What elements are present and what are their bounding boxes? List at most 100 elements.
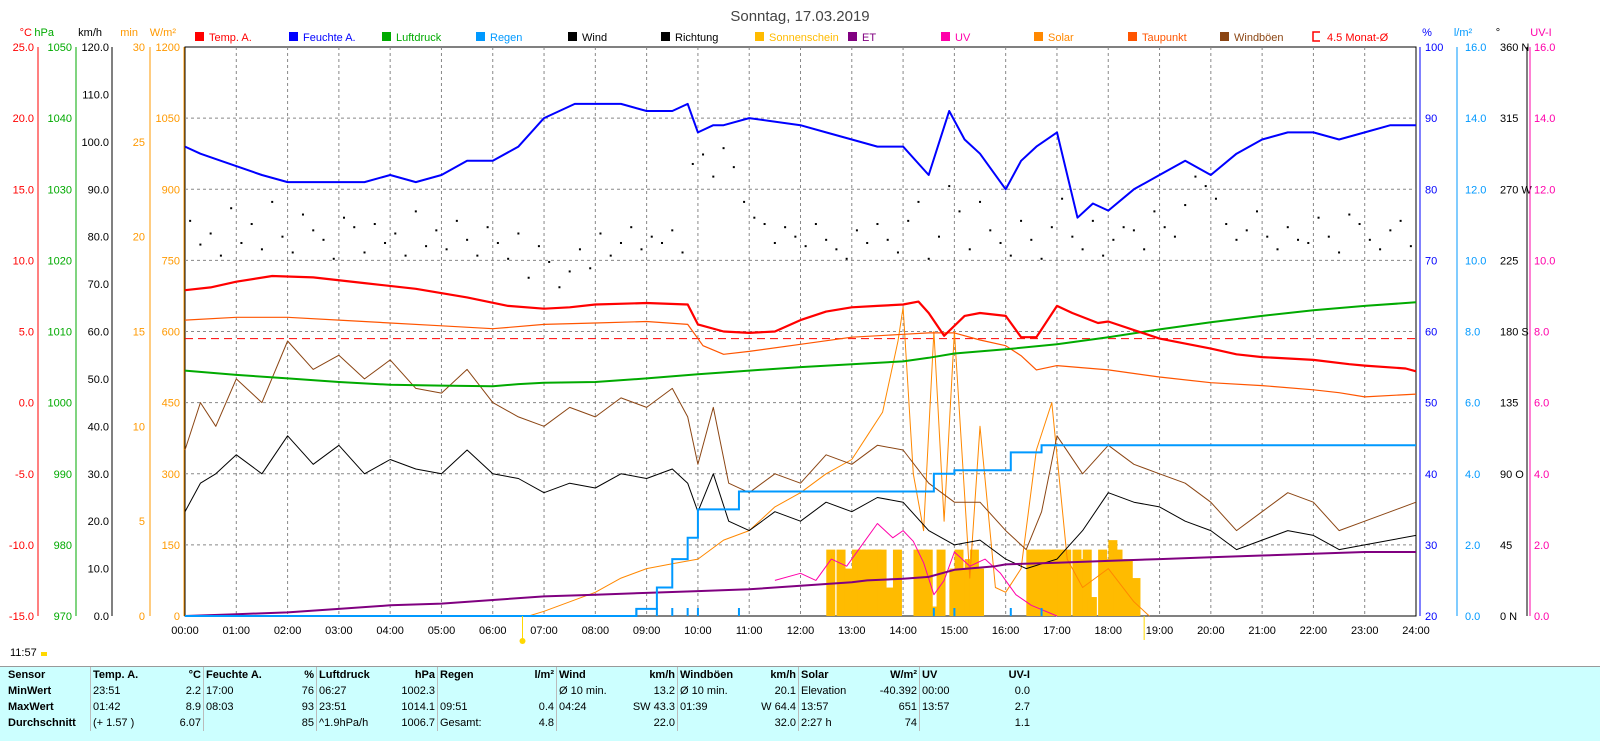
stats-header-rain: Regen bbox=[437, 667, 502, 683]
direction-point bbox=[1020, 219, 1023, 222]
direction-point bbox=[999, 241, 1002, 244]
direction-point bbox=[373, 223, 376, 226]
sunshine-bar bbox=[1098, 549, 1108, 616]
direction-point bbox=[1071, 235, 1074, 238]
legend-label: UV bbox=[955, 32, 971, 44]
series-line bbox=[184, 435, 1417, 570]
direction-point bbox=[1358, 223, 1361, 226]
axis-unit: km/h bbox=[78, 27, 102, 39]
direction-point bbox=[1204, 185, 1207, 188]
legend-swatch bbox=[568, 32, 577, 41]
sunshine-bar bbox=[1087, 597, 1097, 616]
direction-point bbox=[189, 219, 192, 222]
sunshine-bar bbox=[1057, 549, 1067, 616]
axis-tick-label: 4.0 bbox=[1534, 469, 1549, 481]
legend-label: Wind bbox=[582, 32, 607, 44]
axis-tick-label: 100.0 bbox=[81, 137, 109, 149]
axis-tick-label: 45 bbox=[1500, 540, 1512, 552]
axis-tick-label: 10.0 bbox=[88, 564, 109, 576]
axis-tick-label: 15 bbox=[133, 327, 145, 339]
direction-point bbox=[1112, 238, 1115, 241]
direction-point bbox=[1255, 210, 1258, 213]
axis-tick-label: 4.0 bbox=[1465, 469, 1480, 481]
axis-tick-label: 20 bbox=[1425, 611, 1437, 623]
legend-swatch bbox=[382, 32, 391, 41]
stats-cell: 1006.7 bbox=[401, 717, 435, 729]
legend-swatch bbox=[1034, 32, 1043, 41]
rain-bar bbox=[1009, 608, 1012, 616]
direction-point bbox=[609, 254, 612, 257]
direction-point bbox=[743, 200, 746, 203]
axis-tick-label: 8.0 bbox=[1465, 327, 1480, 339]
axis-tick-label: 14.0 bbox=[1534, 113, 1555, 125]
x-tick-label: 15:00 bbox=[941, 625, 969, 637]
axis-tick-label: 30 bbox=[133, 42, 145, 54]
direction-point bbox=[876, 223, 879, 226]
stats-cell bbox=[437, 683, 502, 699]
stats-cell: 93 bbox=[301, 701, 314, 713]
axis-tick-label: -15.0 bbox=[9, 611, 34, 623]
stats-cell: 8.9 bbox=[185, 701, 201, 713]
sunshine-bar bbox=[959, 568, 969, 616]
stats-header-press: Luftdruck bbox=[316, 667, 381, 683]
chart-grid bbox=[184, 46, 1417, 617]
direction-point bbox=[702, 153, 705, 156]
direction-point bbox=[671, 229, 674, 232]
stats-header-hum: Feuchte A. bbox=[203, 667, 268, 683]
axis-tick-label: 270 W bbox=[1500, 184, 1532, 196]
sunshine-bar bbox=[1046, 549, 1056, 616]
direction-point bbox=[1317, 216, 1320, 219]
stats-cell: 22.0 bbox=[653, 717, 675, 729]
direction-point bbox=[1225, 223, 1228, 226]
stats-cell: 06:27 bbox=[316, 683, 381, 699]
stats-row-min: MinWert 23:51 2.2 17:00 76 06:27 1002.3 … bbox=[0, 683, 1032, 699]
direction-point bbox=[537, 245, 540, 248]
sunshine-bar bbox=[892, 549, 902, 616]
axis-tick-label: 10.0 bbox=[1465, 255, 1486, 267]
direction-point bbox=[1297, 238, 1300, 241]
direction-point bbox=[948, 185, 951, 188]
axis-tick-label: 1020 bbox=[48, 255, 72, 267]
stats-cell bbox=[677, 715, 742, 731]
corner-time-marker bbox=[41, 652, 47, 656]
axis-tick-label: 25 bbox=[133, 137, 145, 149]
stats-header-wind-unit: km/h bbox=[649, 669, 675, 681]
axis-tick-label: 14.0 bbox=[1465, 113, 1486, 125]
direction-point bbox=[691, 162, 694, 165]
sunshine-bar bbox=[969, 549, 979, 616]
x-axis: 00:00 01:00 02:00 03:00 04:00 05:00 06:00 07:00… bbox=[171, 616, 1430, 644]
direction-point bbox=[1030, 238, 1033, 241]
legend-swatch bbox=[755, 32, 764, 41]
axis-tick-label: 110.0 bbox=[82, 89, 109, 101]
stats-header-temp: Temp. A. bbox=[90, 667, 155, 683]
axis-tick-label: 1000 bbox=[48, 398, 72, 410]
x-tick-label: 04:00 bbox=[376, 625, 404, 637]
direction-point bbox=[835, 248, 838, 251]
direction-point bbox=[517, 232, 520, 235]
axis-tick-label: 970 bbox=[54, 611, 72, 623]
direction-point bbox=[712, 175, 715, 178]
direction-point bbox=[291, 251, 294, 254]
direction-point bbox=[1214, 197, 1217, 200]
direction-point bbox=[989, 229, 992, 232]
plot-area bbox=[184, 102, 1417, 617]
axis-tick-label: 6.0 bbox=[1534, 398, 1549, 410]
axis-tick-label: 1050 bbox=[156, 113, 180, 125]
rain-bar bbox=[1040, 608, 1043, 616]
direction-point bbox=[343, 216, 346, 219]
direction-point bbox=[599, 232, 602, 235]
direction-point bbox=[1040, 257, 1043, 260]
legend-label: Sonnenschein bbox=[769, 32, 839, 44]
axis-tick-label: 80 bbox=[1425, 184, 1437, 196]
direction-point bbox=[1194, 175, 1197, 178]
x-tick-label: 20:00 bbox=[1197, 625, 1225, 637]
stats-cell: 32.0 bbox=[774, 717, 796, 729]
axis-tick-label: 0.0 bbox=[1465, 611, 1480, 623]
sunshine-bar bbox=[949, 568, 959, 616]
series-line bbox=[184, 102, 1416, 219]
stats-header-gust-unit: km/h bbox=[770, 669, 796, 681]
x-tick-label: 09:00 bbox=[633, 625, 661, 637]
legend-label: Feuchte A. bbox=[303, 32, 356, 44]
legend-swatch bbox=[289, 32, 298, 41]
x-tick-label: 21:00 bbox=[1248, 625, 1276, 637]
